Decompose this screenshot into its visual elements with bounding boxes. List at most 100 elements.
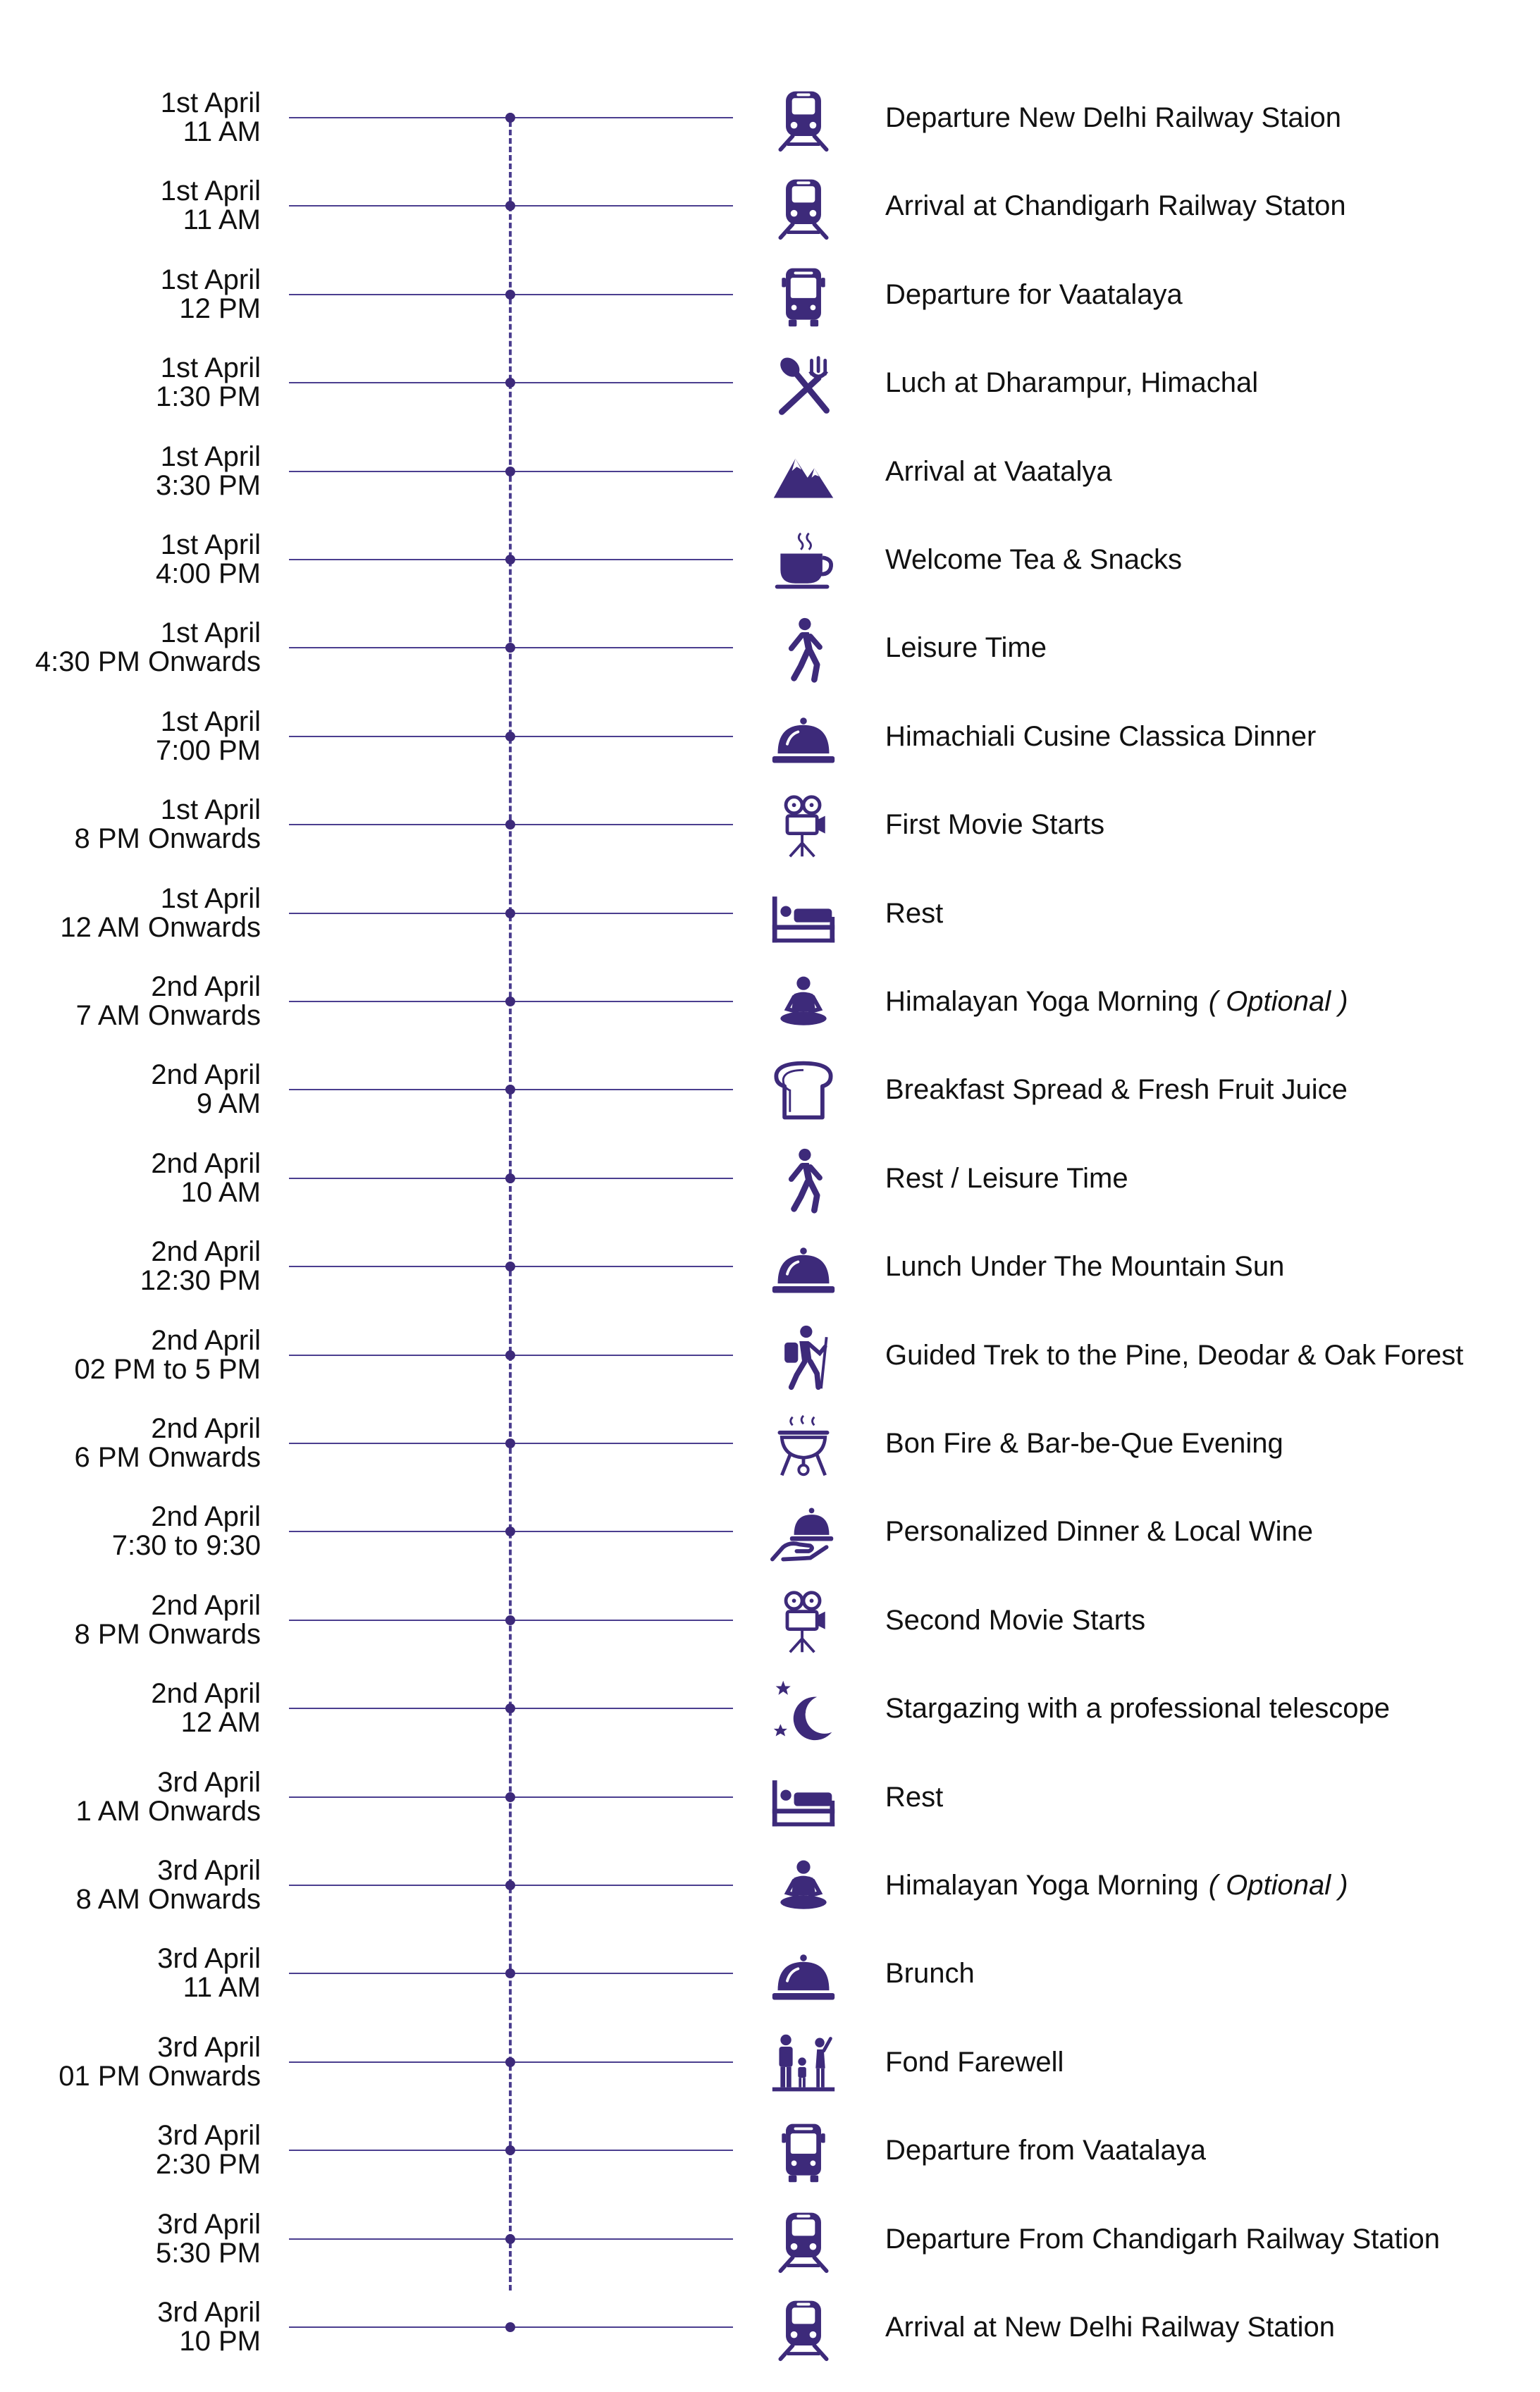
schedule-time: 8 AM Onwards: [75, 1884, 261, 1915]
served-cloche-icon: [770, 1500, 837, 1567]
timeline-dot: [505, 643, 515, 653]
timeline-dot: [505, 1262, 515, 1271]
schedule-row: 2nd April 10 AM Rest / Leisure Time: [0, 1147, 1540, 1237]
timeline-dot: [505, 1703, 515, 1713]
activity-text: Rest: [885, 897, 943, 930]
activity-text: Departure From Chandigarh Railway Statio…: [885, 2223, 1440, 2255]
schedule-date: 3rd April: [157, 1767, 261, 1798]
schedule-row: 1st April 1:30 PM Luch at Dharampur, Himac…: [0, 354, 1540, 441]
optional-note: ( Optional ): [1208, 986, 1348, 1017]
schedule-datetime: 3rd April 5:30 PM: [0, 2210, 261, 2268]
activity-text: Departure for Vaatalaya: [885, 278, 1183, 311]
movie-projector-icon: [770, 1589, 837, 1656]
activity-text: Bon Fire & Bar-be-Que Evening: [885, 1427, 1283, 1460]
activity-label: Leisure Time: [885, 632, 1047, 663]
activity-text: Second Movie Starts: [885, 1604, 1145, 1636]
activity-label: First Movie Starts: [885, 809, 1105, 840]
walking-person-icon: [770, 1147, 837, 1214]
schedule-row: 2nd April 6 PM Onwards Bon Fire & Bar-be-Q…: [0, 1414, 1540, 1502]
timeline-dot: [505, 997, 515, 1006]
hiker-icon: [770, 1324, 837, 1391]
schedule-date: 3rd April: [157, 1943, 261, 1974]
schedule-date: 1st April: [160, 264, 261, 295]
schedule-row: 3rd April 11 AM Brunch: [0, 1944, 1540, 2032]
schedule-row: 2nd April 12 AM Stargazing with a professi…: [0, 1679, 1540, 1767]
schedule-row: 2nd April 02 PM to 5 PM Guided Trek to the…: [0, 1324, 1540, 1414]
activity-label: Luch at Dharampur, Himachal: [885, 367, 1259, 398]
optional-note: ( Optional ): [1208, 1870, 1348, 1901]
tea-cup-icon: [770, 528, 837, 596]
timeline-axis: [509, 113, 512, 2291]
activity-label: Rest: [885, 898, 944, 929]
activity-label: Rest / Leisure Time: [885, 1163, 1128, 1194]
timeline-dot: [505, 555, 515, 565]
schedule-date: 1st April: [160, 794, 261, 825]
activity-text: Rest: [885, 1781, 943, 1813]
schedule-datetime: 2nd April 7 AM Onwards: [0, 973, 261, 1030]
timeline-dot: [505, 2145, 515, 2155]
bread-icon: [770, 1058, 837, 1126]
timeline-dot: [505, 1438, 515, 1448]
schedule-row: 2nd April 7:30 to 9:30 Personalized Dinner…: [0, 1503, 1540, 1590]
schedule-datetime: 1st April 12 AM Onwards: [0, 884, 261, 942]
schedule-row: 1st April 4:30 PM Onwards Leisure Time: [0, 617, 1540, 706]
schedule-datetime: 3rd April 1 AM Onwards: [0, 1768, 261, 1826]
activity-text: Fond Farewell: [885, 2046, 1064, 2078]
schedule-datetime: 1st April 4:00 PM: [0, 531, 261, 588]
schedule-row: 3rd April 8 AM Onwards Himalayan Yoga Morn…: [0, 1856, 1540, 1944]
timeline-dot: [505, 1615, 515, 1625]
activity-text: Rest / Leisure Time: [885, 1162, 1128, 1195]
timeline-dot: [505, 1173, 515, 1183]
bed-icon: [770, 1765, 837, 1833]
cloche-icon: [770, 1235, 837, 1302]
schedule-date: 3rd April: [157, 2120, 261, 2151]
timeline-dot: [505, 732, 515, 741]
schedule-time: 02 PM to 5 PM: [74, 1354, 261, 1385]
schedule-time: 10 PM: [179, 2326, 261, 2357]
schedule-date: 2nd April: [151, 1678, 261, 1709]
schedule-time: 1 AM Onwards: [75, 1796, 261, 1827]
timeline-dot: [505, 467, 515, 476]
yoga-icon: [770, 1854, 837, 1921]
schedule-date: 1st April: [160, 706, 261, 737]
timeline-dot: [505, 113, 515, 123]
schedule-date: 2nd April: [151, 1413, 261, 1444]
activity-label: Departure From Chandigarh Railway Statio…: [885, 2224, 1441, 2255]
timeline-dot: [505, 1792, 515, 1802]
schedule-row: 1st April 11 AM Arrival at Chandigarh Rail…: [0, 177, 1540, 264]
schedule-date: 3rd April: [157, 1855, 261, 1886]
schedule-date: 2nd April: [151, 1236, 261, 1267]
timeline-dot: [505, 1968, 515, 1978]
schedule-date: 2nd April: [151, 1148, 261, 1179]
activity-text: Arrival at Vaatalya: [885, 455, 1112, 488]
train-icon: [770, 174, 837, 242]
schedule-time: 12 AM Onwards: [60, 912, 261, 943]
train-icon: [770, 2295, 837, 2363]
activity-label: Fond Farewell: [885, 2047, 1064, 2078]
activity-text: Guided Trek to the Pine, Deodar & Oak Fo…: [885, 1339, 1463, 1371]
schedule-time: 8 PM Onwards: [74, 1619, 261, 1650]
schedule-date: 1st April: [160, 529, 261, 560]
schedule-datetime: 2nd April 9 AM: [0, 1061, 261, 1118]
schedule-time: 7:30 to 9:30: [111, 1530, 261, 1561]
schedule-row: 3rd April 1 AM Onwards Rest: [0, 1768, 1540, 1856]
mountain-icon: [770, 440, 837, 507]
schedule-datetime: 3rd April 2:30 PM: [0, 2121, 261, 2179]
schedule-row: 3rd April 5:30 PM Departure From Chandigar…: [0, 2210, 1540, 2298]
schedule-time: 6 PM Onwards: [74, 1442, 261, 1473]
schedule-datetime: 2nd April 10 AM: [0, 1149, 261, 1207]
activity-text: Leisure Time: [885, 631, 1047, 664]
activity-text: Personalized Dinner & Local Wine: [885, 1515, 1313, 1548]
activity-text: Breakfast Spread & Fresh Fruit Juice: [885, 1073, 1348, 1106]
activity-text: Himalayan Yoga Morning ( Optional ): [885, 1869, 1348, 1901]
schedule-time: 4:30 PM Onwards: [35, 646, 261, 677]
activity-label: Himalayan Yoga Morning: [885, 986, 1199, 1017]
schedule-time: 11 AM: [183, 116, 261, 147]
schedule-date: 3rd April: [157, 2297, 261, 2328]
activity-label: Departure New Delhi Railway Staion: [885, 102, 1341, 133]
schedule-time: 12 AM: [180, 1707, 261, 1738]
schedule-datetime: 2nd April 8 PM Onwards: [0, 1591, 261, 1649]
schedule-date: 1st April: [160, 883, 261, 914]
activity-label: Second Movie Starts: [885, 1605, 1146, 1636]
activity-text: Lunch Under The Mountain Sun: [885, 1250, 1284, 1283]
